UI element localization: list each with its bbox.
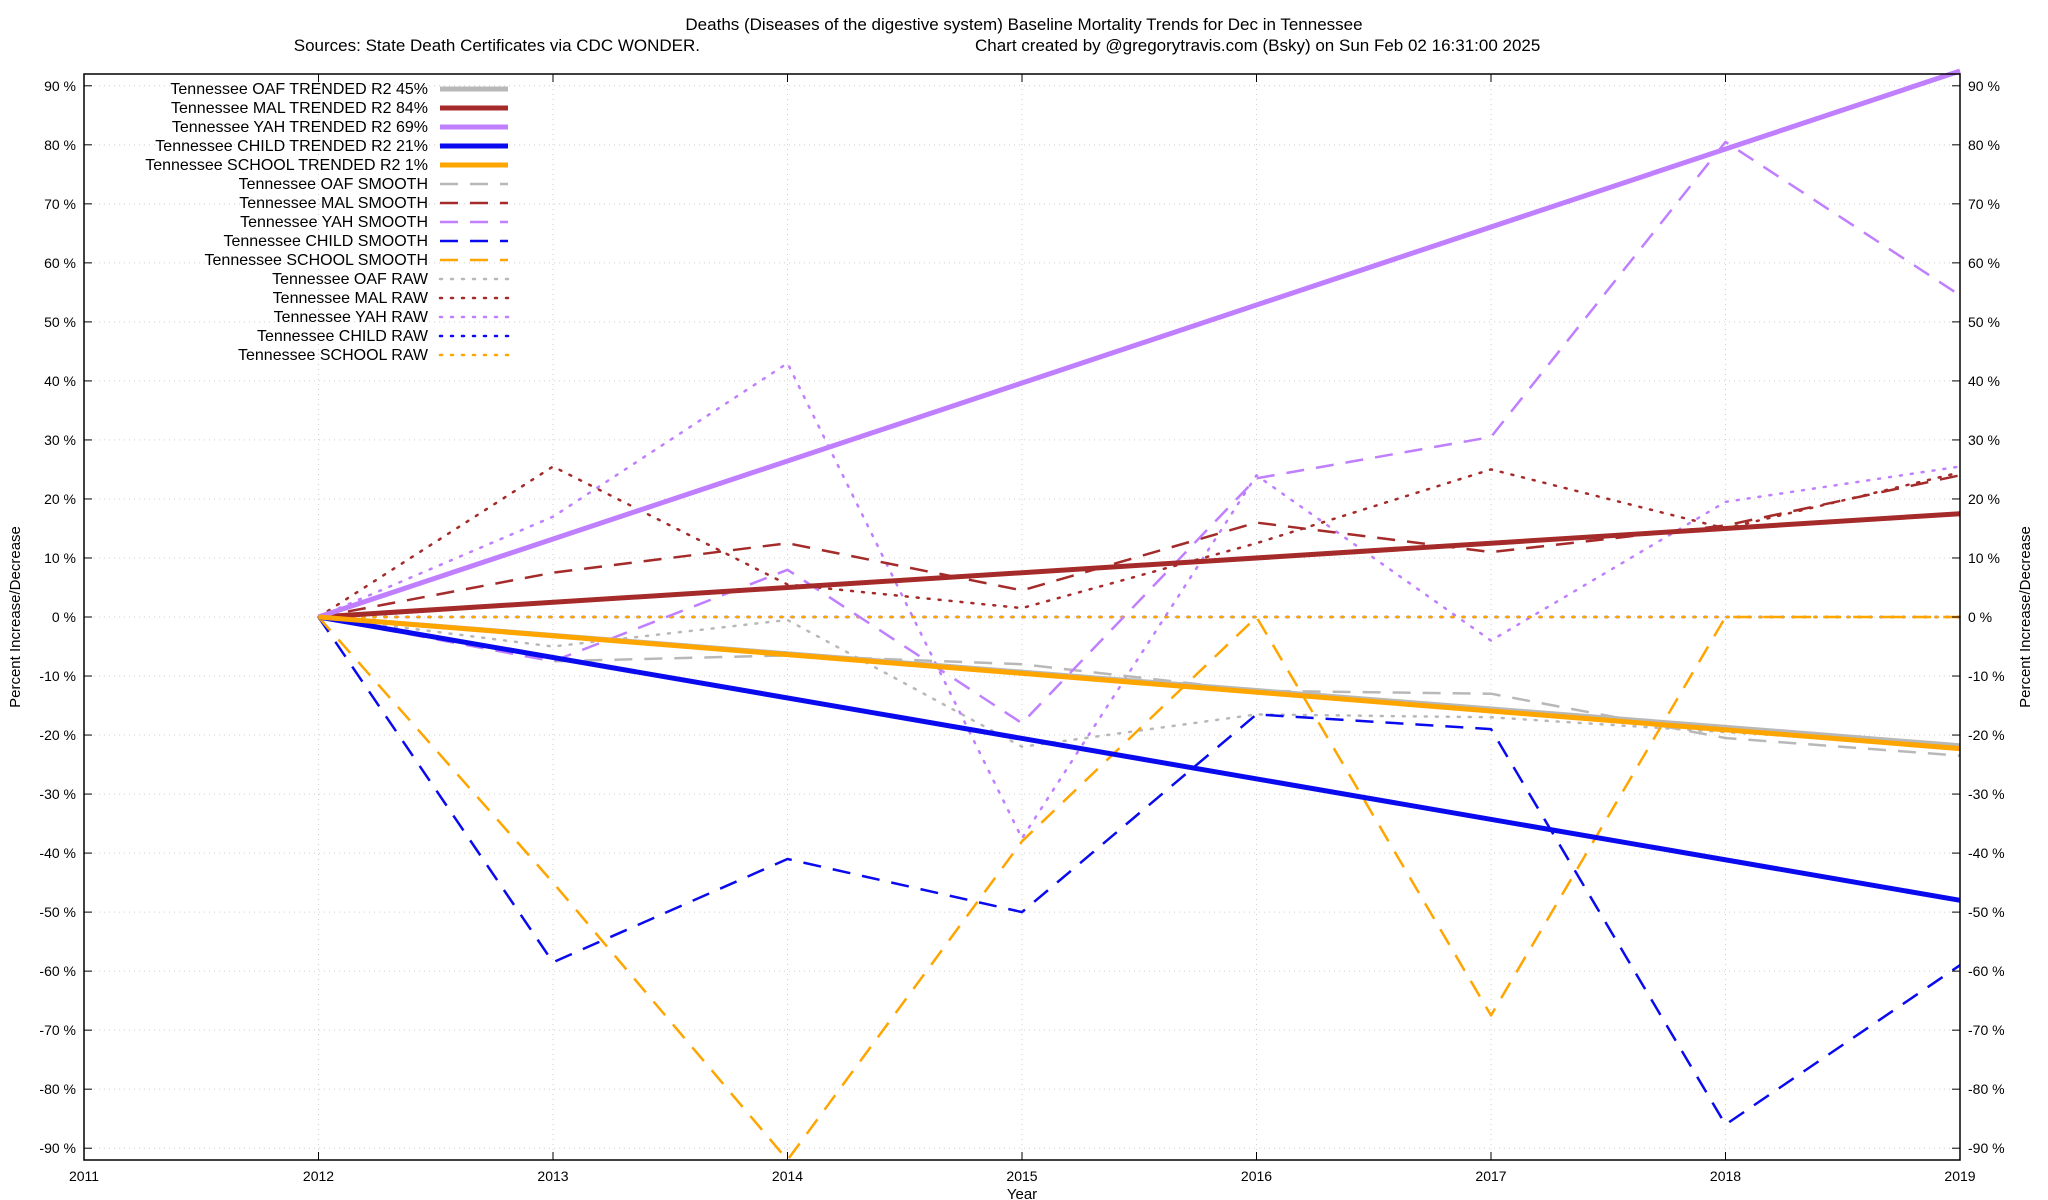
- legend-label: Tennessee MAL SMOOTH: [239, 195, 428, 212]
- legend-label: Tennessee OAF TRENDED R2 45%: [170, 81, 428, 98]
- y-tick-label-right: 80 %: [1968, 137, 2000, 153]
- y-tick-label: 50 %: [44, 314, 76, 330]
- legend-label: Tennessee SCHOOL RAW: [238, 347, 429, 364]
- y-tick-label: -60 %: [39, 963, 76, 979]
- x-tick-label: 2012: [303, 1168, 334, 1184]
- y-tick-label: -30 %: [39, 786, 76, 802]
- legend-label: Tennessee YAH RAW: [274, 309, 429, 326]
- y-tick-label: -20 %: [39, 727, 76, 743]
- legend-label: Tennessee SCHOOL TRENDED R2 1%: [145, 157, 428, 174]
- legend-label: Tennessee YAH TRENDED R2 69%: [172, 119, 428, 136]
- series-line-5: [318, 615, 1961, 757]
- x-tick-label: 2016: [1241, 1168, 1272, 1184]
- x-tick-label: 2013: [537, 1168, 568, 1184]
- y-tick-label: -40 %: [39, 845, 76, 861]
- legend-label: Tennessee SCHOOL SMOOTH: [205, 252, 428, 269]
- y-tick-label: 70 %: [44, 196, 76, 212]
- y-tick-label-right: -20 %: [1968, 727, 2005, 743]
- y-tick-label-right: 90 %: [1968, 78, 2000, 94]
- x-tick-label: 2017: [1475, 1168, 1506, 1184]
- legend: Tennessee OAF TRENDED R2 45% Tennessee MA…: [145, 81, 510, 364]
- legend-label: Tennessee CHILD TRENDED R2 21%: [155, 138, 428, 155]
- y-tick-label-right: -50 %: [1968, 904, 2005, 920]
- y-tick-label-right: -70 %: [1968, 1022, 2005, 1038]
- y-tick-label: 10 %: [44, 550, 76, 566]
- y-axis-label-right: Percent Increase/Decrease: [2017, 526, 2034, 708]
- y-tick-label: 20 %: [44, 491, 76, 507]
- y-tick-label: 80 %: [44, 137, 76, 153]
- y-tick-label-right: -60 %: [1968, 963, 2005, 979]
- series-line-8: [317, 616, 1961, 1126]
- chart-title: Deaths (Diseases of the digestive system…: [685, 15, 1362, 34]
- axis-ticks: 2011 2012 2013 2014 2015 2016 2017 2018 2019 90 %…: [39, 74, 2005, 1184]
- y-tick-label-right: 10 %: [1968, 550, 2000, 566]
- y-tick-label-right: 40 %: [1968, 373, 2000, 389]
- y-tick-label-right: 60 %: [1968, 255, 2000, 271]
- series-line-2: [317, 68, 1961, 620]
- y-tick-label: 40 %: [44, 373, 76, 389]
- x-axis-label: Year: [1007, 1186, 1037, 1200]
- y-tick-label-right: -30 %: [1968, 786, 2005, 802]
- x-tick-label: 2015: [1006, 1168, 1037, 1184]
- y-tick-label: 90 %: [44, 78, 76, 94]
- y-tick-label-right: 50 %: [1968, 314, 2000, 330]
- x-tick-label: 2011: [69, 1168, 99, 1184]
- y-axis-label: Percent Increase/Decrease: [7, 526, 24, 708]
- series-line-3: [318, 614, 1961, 903]
- x-tick-label: 2014: [772, 1168, 803, 1184]
- y-tick-label: 0 %: [52, 609, 76, 625]
- y-tick-label: 30 %: [44, 432, 76, 448]
- y-tick-label-right: 0 %: [1968, 609, 1992, 625]
- series-line-7: [318, 140, 1961, 725]
- legend-label: Tennessee CHILD SMOOTH: [223, 233, 428, 250]
- y-tick-label: -50 %: [39, 904, 76, 920]
- y-tick-label: 60 %: [44, 255, 76, 271]
- y-tick-label: -10 %: [39, 668, 76, 684]
- legend-label: Tennessee CHILD RAW: [257, 328, 429, 345]
- y-tick-label-right: -40 %: [1968, 845, 2005, 861]
- y-tick-label: -70 %: [39, 1022, 76, 1038]
- x-tick-label: 2019: [1944, 1168, 1975, 1184]
- y-tick-label-right: -90 %: [1968, 1140, 2005, 1156]
- legend-label: Tennessee OAF SMOOTH: [239, 176, 428, 193]
- legend-label: Tennessee MAL RAW: [273, 290, 429, 307]
- legend-label: Tennessee MAL TRENDED R2 84%: [171, 100, 428, 117]
- y-tick-label-right: 20 %: [1968, 491, 2000, 507]
- y-tick-label-right: -80 %: [1968, 1081, 2005, 1097]
- series-lines: [317, 68, 1962, 1162]
- chart-subtitle-credit: Chart created by @gregorytravis.com (Bsk…: [975, 36, 1540, 55]
- y-tick-label-right: -10 %: [1968, 668, 2005, 684]
- legend-label: Tennessee OAF RAW: [272, 271, 429, 288]
- series-line-11: [317, 465, 1962, 619]
- series-line-4: [318, 614, 1961, 752]
- y-tick-label: -80 %: [39, 1081, 76, 1097]
- x-tick-label: 2018: [1710, 1168, 1741, 1184]
- series-line-6: [318, 474, 1961, 619]
- gridlines: [84, 74, 1960, 1160]
- chart-subtitle-sources: Sources: State Death Certificates via CD…: [294, 36, 700, 55]
- y-tick-label-right: 70 %: [1968, 196, 2000, 212]
- y-tick-label-right: 30 %: [1968, 432, 2000, 448]
- y-tick-label: -90 %: [39, 1140, 76, 1156]
- legend-label: Tennessee YAH SMOOTH: [240, 214, 428, 231]
- series-line-9: [317, 615, 1960, 1162]
- series-line-1: [318, 511, 1961, 620]
